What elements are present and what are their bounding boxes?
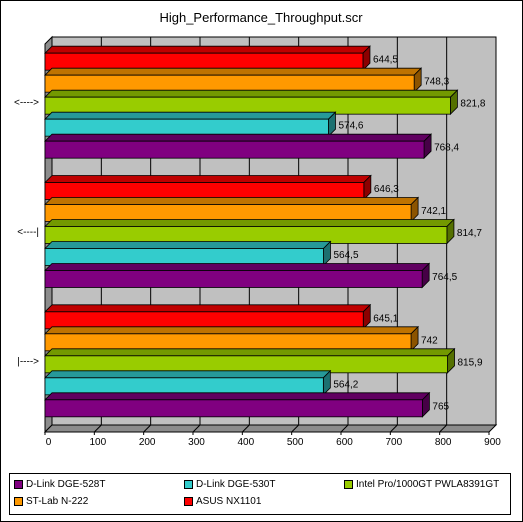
data-label: 764,5 <box>432 272 457 283</box>
bar-top <box>44 89 459 98</box>
x-tick-label: 800 <box>435 437 452 448</box>
x-tick-label: 300 <box>188 437 205 448</box>
legend-item-asus: ASUS NX1101 <box>184 496 261 507</box>
bar-top <box>44 392 431 401</box>
data-label: 564,5 <box>333 250 358 261</box>
bar <box>44 226 448 244</box>
bar <box>44 204 412 222</box>
bar <box>44 399 423 418</box>
legend-item-dlink-530t: D-Link DGE-530T <box>184 479 275 490</box>
legend-swatch <box>344 480 353 489</box>
bar <box>44 182 365 200</box>
bar-top <box>44 370 332 379</box>
legend-label: D-Link DGE-528T <box>26 479 106 490</box>
legend-item-dlink-528t: D-Link DGE-528T <box>14 479 105 490</box>
gridline-floor <box>143 424 152 433</box>
bar-top <box>44 304 372 313</box>
bar <box>44 140 425 159</box>
category-label: <----> <box>14 98 39 109</box>
legend: D-Link DGE-528T D-Link DGE-530T Intel Pr… <box>9 473 511 515</box>
bar-top <box>44 111 337 120</box>
bar <box>44 270 423 288</box>
bar <box>44 377 324 396</box>
bar <box>44 74 415 93</box>
x-tick-label: 700 <box>385 437 402 448</box>
bar <box>44 118 329 137</box>
bar-top <box>44 175 372 183</box>
bar <box>44 96 451 115</box>
x-tick-label: 100 <box>89 437 106 448</box>
bar <box>44 333 412 352</box>
data-label: 742,1 <box>421 206 446 217</box>
x-tick-label: 900 <box>484 437 501 448</box>
bar <box>44 248 324 266</box>
legend-label: ST-Lab N-222 <box>26 496 89 507</box>
gridline-floor <box>389 424 398 433</box>
legend-swatch <box>184 480 193 489</box>
data-label: 765 <box>432 401 449 412</box>
data-label: 821,8 <box>460 99 485 110</box>
bar-top <box>44 67 423 76</box>
bar-top <box>44 45 371 54</box>
bar <box>44 311 364 330</box>
data-label: 564,2 <box>333 379 358 390</box>
gridline-floor <box>439 424 448 433</box>
data-label: 644,5 <box>373 55 398 66</box>
legend-label: D-Link DGE-530T <box>196 479 276 490</box>
data-label: 815,9 <box>458 357 483 368</box>
chart-title: High_Performance_Throughput.scr <box>159 10 363 25</box>
legend-swatch <box>14 497 23 506</box>
data-label: 574,6 <box>338 121 363 132</box>
data-label: 742 <box>421 335 438 346</box>
gridline-floor <box>93 424 102 433</box>
bar-top <box>44 348 456 357</box>
category-label: |----> <box>17 356 39 367</box>
x-tick-label: 0 <box>46 437 52 448</box>
bar <box>44 355 448 374</box>
legend-item-intel-pro: Intel Pro/1000GT PWLA8391GT <box>344 479 499 490</box>
bar <box>44 52 364 71</box>
data-label: 748,3 <box>424 77 449 88</box>
bar-top <box>44 241 332 249</box>
bar-top <box>44 326 420 335</box>
legend-label: ASUS NX1101 <box>196 496 262 507</box>
gridline-floor <box>340 424 349 433</box>
bar-top <box>44 219 455 227</box>
gridline-floor <box>291 424 300 433</box>
data-label: 814,7 <box>457 228 482 239</box>
gridline-floor <box>192 424 201 433</box>
legend-swatch <box>184 497 193 506</box>
data-label: 645,1 <box>373 313 398 324</box>
bar-top <box>44 133 433 142</box>
gridline-floor <box>241 424 250 433</box>
data-label: 646,3 <box>374 184 399 195</box>
x-tick-label: 200 <box>139 437 156 448</box>
legend-label: Intel Pro/1000GT PWLA8391GT <box>356 479 500 490</box>
x-tick-label: 400 <box>237 437 254 448</box>
floor <box>43 424 498 433</box>
category-label: <----| <box>17 227 39 238</box>
legend-swatch <box>14 480 23 489</box>
x-tick-label: 500 <box>287 437 304 448</box>
data-label: 768,4 <box>434 143 459 154</box>
x-tick-label: 600 <box>336 437 353 448</box>
bar-top <box>44 197 420 205</box>
bar-top <box>44 263 431 271</box>
legend-item-stlab: ST-Lab N-222 <box>14 496 88 507</box>
